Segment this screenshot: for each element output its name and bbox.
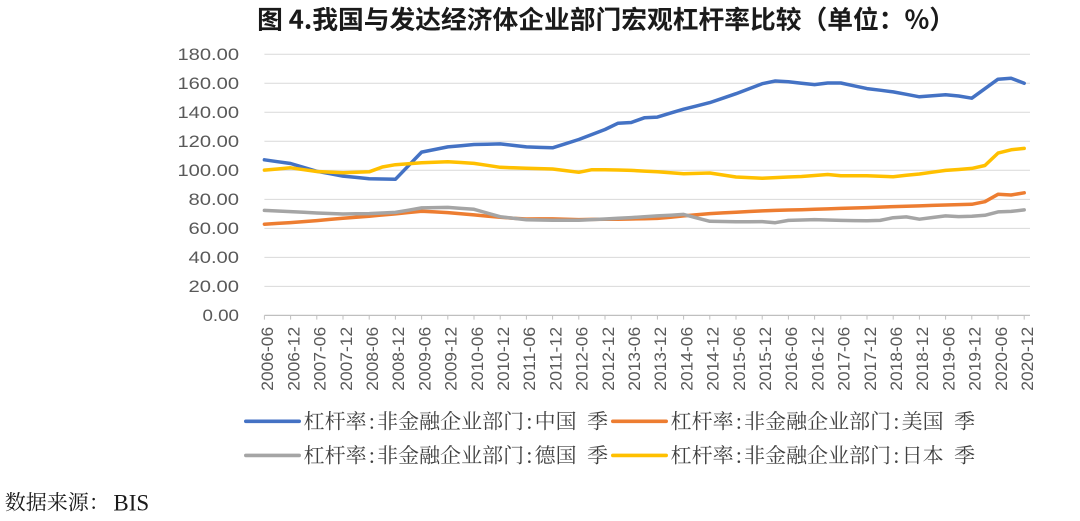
svg-text:2019-12: 2019-12 — [967, 327, 985, 391]
svg-text:20.00: 20.00 — [189, 278, 240, 296]
svg-text:2012-12: 2012-12 — [600, 327, 618, 391]
svg-text:2015-12: 2015-12 — [757, 327, 775, 391]
svg-text:2018-06: 2018-06 — [888, 327, 906, 391]
svg-text:2018-12: 2018-12 — [914, 327, 932, 391]
svg-text:40.00: 40.00 — [189, 249, 240, 267]
svg-text:2019-06: 2019-06 — [940, 327, 958, 391]
svg-text:2008-12: 2008-12 — [390, 327, 408, 391]
svg-text:80.00: 80.00 — [189, 191, 240, 209]
svg-text:BIS: BIS — [113, 491, 149, 516]
svg-text:2007-06: 2007-06 — [312, 327, 330, 391]
svg-text:2011-12: 2011-12 — [547, 327, 565, 391]
svg-text:180.00: 180.00 — [178, 46, 240, 64]
svg-text:0.00: 0.00 — [203, 307, 240, 325]
svg-text:2008-06: 2008-06 — [364, 327, 382, 391]
svg-text:100.00: 100.00 — [178, 162, 240, 180]
svg-text:2006-06: 2006-06 — [259, 327, 277, 391]
svg-text:2011-06: 2011-06 — [521, 327, 539, 391]
svg-text:2015-06: 2015-06 — [731, 327, 749, 391]
svg-text:2020-12: 2020-12 — [1019, 327, 1037, 391]
svg-text:2007-12: 2007-12 — [338, 327, 356, 391]
svg-text:160.00: 160.00 — [178, 75, 240, 93]
svg-text:2013-12: 2013-12 — [652, 327, 670, 391]
svg-text:2020-06: 2020-06 — [993, 327, 1011, 391]
svg-text:2012-06: 2012-06 — [574, 327, 592, 391]
svg-text:2017-12: 2017-12 — [862, 327, 880, 391]
svg-text:140.00: 140.00 — [178, 104, 240, 122]
svg-text:2009-12: 2009-12 — [443, 327, 461, 391]
svg-text:2016-12: 2016-12 — [809, 327, 827, 391]
svg-text:2009-06: 2009-06 — [416, 327, 434, 391]
svg-text:120.00: 120.00 — [178, 133, 240, 151]
svg-text:2010-06: 2010-06 — [469, 327, 487, 391]
svg-text:2017-06: 2017-06 — [836, 327, 854, 391]
svg-text:2016-06: 2016-06 — [783, 327, 801, 391]
svg-text:2014-12: 2014-12 — [705, 327, 723, 391]
svg-text:60.00: 60.00 — [189, 220, 240, 238]
svg-text:2013-06: 2013-06 — [626, 327, 644, 391]
svg-text:2010-12: 2010-12 — [495, 327, 513, 391]
svg-text:2006-12: 2006-12 — [285, 327, 303, 391]
svg-text:2014-06: 2014-06 — [678, 327, 696, 391]
